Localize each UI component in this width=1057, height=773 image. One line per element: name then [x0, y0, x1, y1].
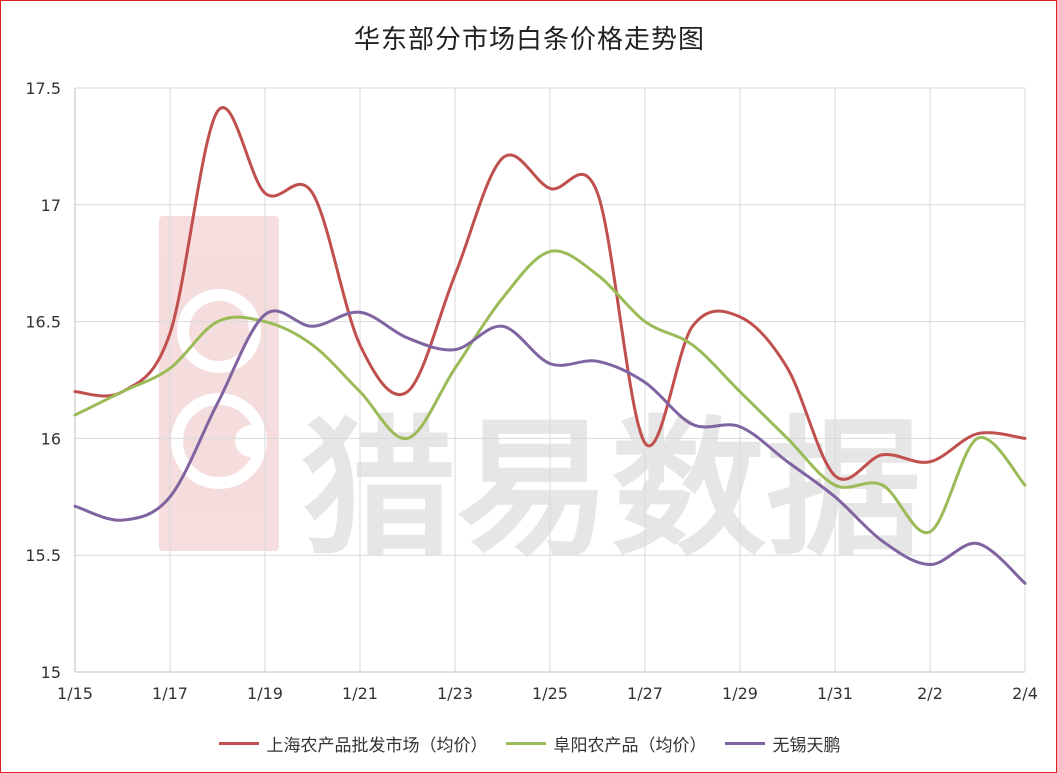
x-tick-label: 1/27 [627, 684, 663, 703]
legend-label-shanghai: 上海农产品批发市场（均价） [266, 736, 488, 756]
legend-swatch-shanghai [218, 742, 259, 745]
grid [74, 87, 1026, 673]
x-tick-label: 1/29 [722, 684, 758, 703]
legend-item-shanghai[interactable]: 上海农产品批发市场（均价） [218, 731, 488, 756]
series-group [73, 106, 1027, 585]
x-tick-label: 1/31 [817, 684, 853, 703]
watermark-logo [159, 216, 279, 551]
legend-item-fuyang[interactable]: 阜阳农产品（均价） [505, 731, 707, 756]
legend-label-fuyang: 阜阳农产品（均价） [553, 736, 707, 756]
y-tick-label: 16.5 [25, 313, 61, 332]
series-line-shanghai [73, 106, 1027, 481]
y-tick-label: 17.5 [25, 79, 61, 98]
x-tick-label: 1/21 [342, 684, 378, 703]
x-tick-label: 1/23 [437, 684, 473, 703]
x-tick-label: 2/2 [917, 684, 943, 703]
watermark-text: 猎易数据 [301, 403, 921, 577]
x-tick-label: 1/15 [57, 684, 93, 703]
axes: 15 15.5 16 16.5 17 17.5 1/15 1/17 1/19 1/21 1/23 1/… [25, 79, 1038, 703]
series-line-wuxi [73, 309, 1027, 585]
legend-swatch-fuyang [505, 742, 546, 745]
y-tick-label: 17 [41, 196, 61, 215]
y-tick-label: 16 [41, 429, 61, 448]
legend-swatch-wuxi [724, 742, 765, 745]
series-line-fuyang [73, 249, 1027, 535]
y-tick-label: 15 [41, 663, 61, 682]
legend-item-wuxi[interactable]: 无锡天鹏 [724, 731, 841, 756]
legend-label-wuxi: 无锡天鹏 [772, 736, 841, 756]
watermark: 猎易数据 [159, 216, 921, 577]
legend: 上海农产品批发市场（均价） 阜阳农产品（均价） 无锡天鹏 [1, 731, 1056, 756]
x-tick-label: 1/19 [247, 684, 283, 703]
x-tick-label: 1/17 [152, 684, 188, 703]
y-tick-label: 15.5 [25, 546, 61, 565]
chart-title: 华东部分市场白条价格走势图 [353, 25, 705, 55]
x-tick-label: 1/25 [532, 684, 568, 703]
x-tick-label: 2/4 [1012, 684, 1038, 703]
